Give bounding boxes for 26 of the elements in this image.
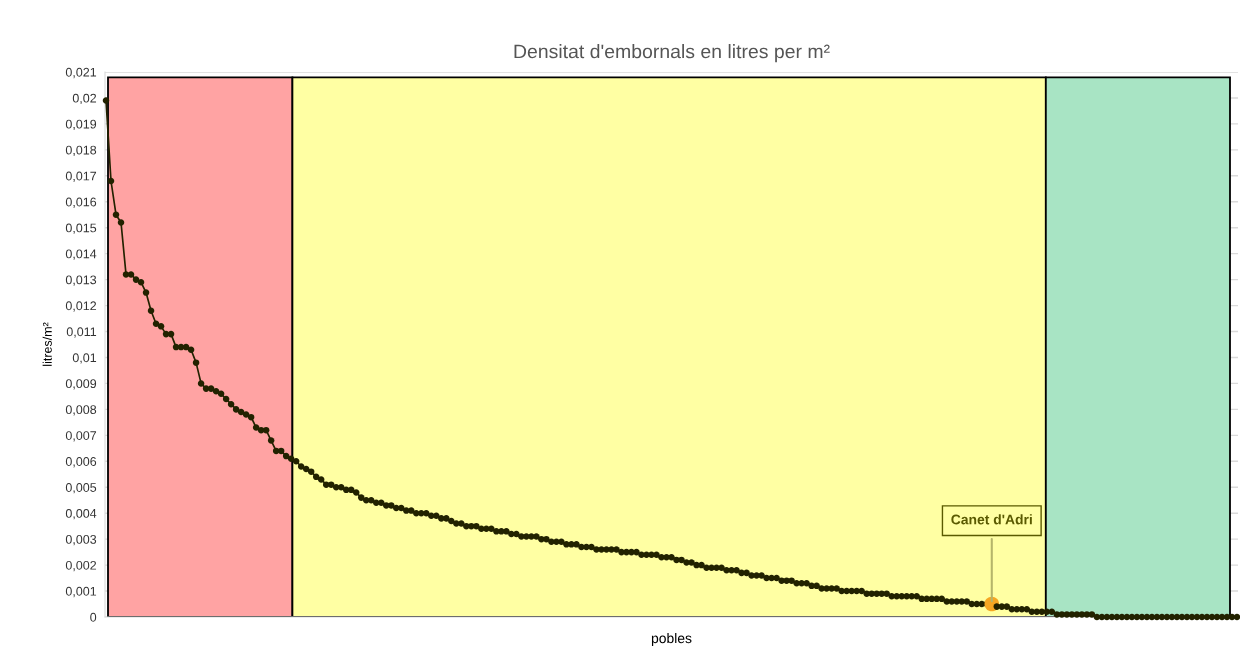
y-tick-label: 0,01 <box>72 353 97 364</box>
annotation: Canet d'Adri <box>951 514 1032 525</box>
y-tick-label: 0,009 <box>65 379 97 390</box>
y-tick-label: 0,006 <box>65 457 97 468</box>
y-tick-label: 0,021 <box>65 67 97 79</box>
chart-title: Densitat d'embornals en litres per m² <box>514 44 830 63</box>
y-tick-label: 0,005 <box>65 483 97 494</box>
y-tick-label: 0 <box>90 612 97 622</box>
y-tick-label: 0,002 <box>65 560 97 572</box>
y-tick-label: 0,017 <box>65 171 97 182</box>
y-tick-label: 0,014 <box>65 249 97 260</box>
y-tick-label: 0,019 <box>65 119 97 131</box>
y-tick-label: 0,012 <box>65 301 97 312</box>
y-tick-label: 0,018 <box>65 145 97 156</box>
y-tick-label: 0,001 <box>65 586 97 598</box>
y-tick-label: 0,007 <box>65 431 97 442</box>
y-tick-label: 0,013 <box>65 275 97 286</box>
x-axis-title: pobles <box>651 632 692 646</box>
y-tick-label: 0,015 <box>65 223 97 234</box>
y-tick-label: 0,004 <box>65 508 97 520</box>
y-tick-label: 0,011 <box>66 327 97 338</box>
y-tick-label: 0,003 <box>65 534 97 546</box>
y-tick-label: 0,008 <box>65 405 97 416</box>
y-tick-label: 0,016 <box>65 197 97 208</box>
y-axis-title: litres/m² <box>42 322 52 366</box>
y-tick-label: 0,02 <box>72 93 97 105</box>
